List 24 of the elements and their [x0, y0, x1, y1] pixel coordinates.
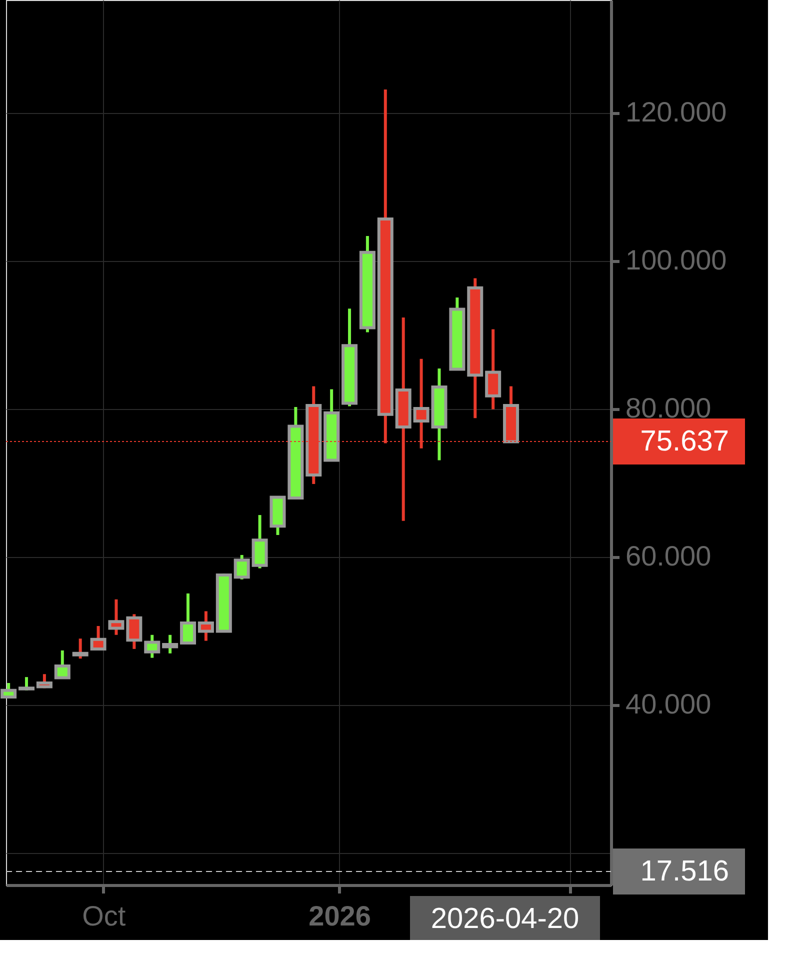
y-tick-label: 100.000 [626, 244, 727, 276]
y-tick-label: 80.000 [626, 392, 712, 424]
candlestick [180, 593, 196, 645]
text: 2026-04-20 [430, 903, 580, 935]
x-tick-label: Oct [82, 900, 126, 932]
candlestick [234, 554, 250, 580]
candlestick [0, 682, 17, 699]
ref-line-label: 17.516 [640, 856, 729, 888]
candlestick [18, 677, 35, 690]
candlestick [72, 638, 88, 659]
ref-line-label: 75.637 [640, 425, 729, 458]
x-tick-label: 2026 [308, 900, 371, 932]
candlestick [162, 634, 178, 654]
candlestick [90, 626, 106, 650]
y-tick-label: 60.000 [626, 540, 712, 572]
candlestick [126, 614, 142, 649]
y-tick-label: 120.000 [626, 96, 727, 128]
y-tick-label: 40.000 [626, 688, 712, 720]
candlestick [485, 329, 502, 410]
candlestick [198, 611, 214, 641]
candlestick [108, 599, 124, 635]
candlestick [144, 634, 160, 658]
candlestick [36, 674, 52, 688]
candlestick [54, 650, 70, 680]
